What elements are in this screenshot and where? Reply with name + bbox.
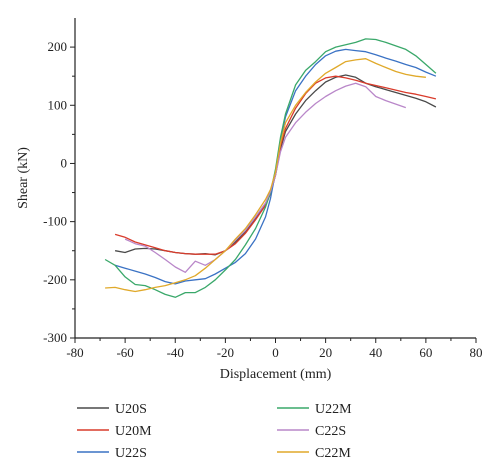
x-axis-title: Displacement (mm) — [220, 367, 332, 382]
x-tick-label: -20 — [217, 345, 234, 360]
x-tick-label: -80 — [66, 345, 83, 360]
legend-label-c22s: C22S — [315, 424, 346, 439]
legend-label-u22m: U22M — [315, 402, 352, 417]
legend-label-u22s: U22S — [115, 446, 147, 461]
x-tick-label: 40 — [369, 345, 382, 360]
legend-label-u20m: U20M — [115, 424, 152, 439]
legend: U20S U20M U22S U22M C22S C22M — [77, 402, 352, 461]
x-tick-label: 20 — [319, 345, 332, 360]
series-line-u22m — [104, 38, 437, 298]
series-lines — [104, 38, 437, 298]
y-tick-label: -200 — [43, 272, 67, 287]
y-tick-label: -100 — [43, 214, 67, 229]
x-tick-label: -60 — [116, 345, 133, 360]
series-line-c22m — [105, 58, 426, 293]
y-tick-label: 200 — [48, 39, 68, 54]
series-line-c22s — [124, 82, 407, 273]
y-tick-label: 100 — [48, 97, 68, 112]
x-tick-label: -40 — [167, 345, 184, 360]
x-tick-label: 60 — [419, 345, 432, 360]
y-tick-label: -300 — [43, 330, 67, 345]
x-tick-label: 0 — [272, 345, 279, 360]
x-tick-label: 80 — [470, 345, 483, 360]
legend-label-c22m: C22M — [315, 446, 351, 461]
y-axis-title: Shear (kN) — [16, 147, 31, 209]
y-tick-label: 0 — [61, 155, 68, 170]
legend-label-u20s: U20S — [115, 402, 147, 417]
